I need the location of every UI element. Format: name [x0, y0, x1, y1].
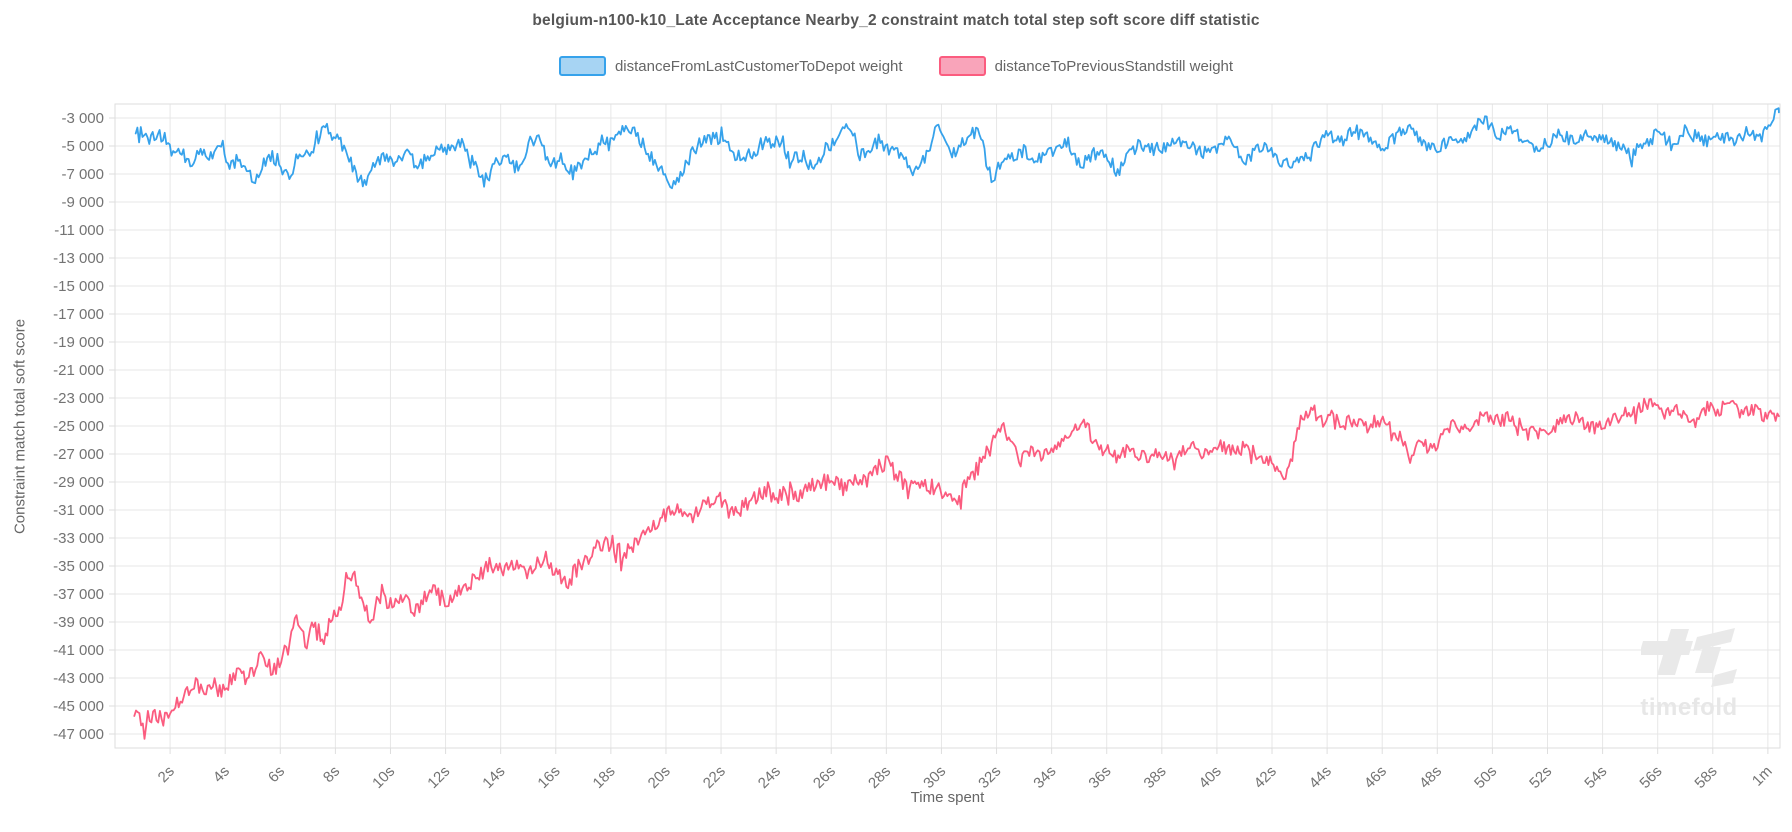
svg-text:-17 000: -17 000 — [53, 306, 104, 323]
legend-label: distanceFromLastCustomerToDepot weight — [614, 57, 903, 75]
svg-text:-35 000: -35 000 — [53, 558, 104, 575]
svg-text:54s: 54s — [1581, 763, 1610, 792]
svg-text:-21 000: -21 000 — [53, 362, 104, 379]
svg-text:12s: 12s — [424, 763, 453, 792]
legend-item-pink[interactable]: distanceToPreviousStandstill weight — [938, 56, 1234, 76]
svg-text:-23 000: -23 000 — [53, 390, 104, 407]
svg-text:-43 000: -43 000 — [53, 670, 104, 687]
svg-text:-29 000: -29 000 — [53, 474, 104, 491]
svg-text:-11 000: -11 000 — [54, 222, 104, 239]
svg-text:40s: 40s — [1196, 763, 1225, 792]
x-axis-title: Time spent — [910, 789, 985, 806]
svg-text:42s: 42s — [1251, 763, 1280, 792]
svg-text:14s: 14s — [479, 763, 508, 792]
svg-text:16s: 16s — [534, 763, 563, 792]
svg-text:56s: 56s — [1636, 763, 1665, 792]
svg-text:2s: 2s — [155, 763, 178, 786]
legend: distanceFromLastCustomerToDepot weight d… — [0, 56, 1792, 76]
svg-text:24s: 24s — [755, 763, 784, 792]
svg-text:38s: 38s — [1141, 763, 1170, 792]
svg-text:36s: 36s — [1085, 763, 1114, 792]
svg-text:-39 000: -39 000 — [53, 614, 104, 631]
svg-text:18s: 18s — [590, 763, 619, 792]
svg-text:32s: 32s — [975, 763, 1004, 792]
svg-text:-31 000: -31 000 — [53, 502, 104, 519]
svg-text:-47 000: -47 000 — [53, 726, 104, 743]
svg-text:52s: 52s — [1526, 763, 1555, 792]
svg-text:-37 000: -37 000 — [53, 586, 104, 603]
svg-text:-25 000: -25 000 — [53, 418, 104, 435]
svg-text:8s: 8s — [320, 763, 343, 786]
svg-text:28s: 28s — [865, 763, 894, 792]
svg-text:34s: 34s — [1030, 763, 1059, 792]
svg-text:-33 000: -33 000 — [53, 530, 104, 547]
svg-text:26s: 26s — [810, 763, 839, 792]
svg-text:-45 000: -45 000 — [53, 698, 104, 715]
svg-text:1m: 1m — [1749, 763, 1776, 790]
legend-label: distanceToPreviousStandstill weight — [994, 57, 1234, 75]
svg-text:22s: 22s — [700, 763, 729, 792]
svg-text:48s: 48s — [1416, 763, 1445, 792]
svg-text:-27 000: -27 000 — [53, 446, 104, 463]
svg-text:-41 000: -41 000 — [53, 642, 104, 659]
svg-text:6s: 6s — [265, 763, 288, 786]
legend-swatch-blue-icon — [558, 56, 606, 76]
svg-text:-9 000: -9 000 — [61, 194, 104, 211]
svg-text:30s: 30s — [920, 763, 949, 792]
svg-text:-15 000: -15 000 — [53, 278, 104, 295]
svg-text:-3 000: -3 000 — [61, 110, 104, 127]
svg-text:-19 000: -19 000 — [53, 334, 104, 351]
svg-text:-5 000: -5 000 — [61, 138, 104, 155]
svg-text:4s: 4s — [210, 763, 233, 786]
svg-text:58s: 58s — [1691, 763, 1720, 792]
svg-text:50s: 50s — [1471, 763, 1500, 792]
svg-text:46s: 46s — [1361, 763, 1390, 792]
svg-text:-13 000: -13 000 — [53, 250, 104, 267]
chart-title: belgium-n100-k10_Late Acceptance Nearby_… — [532, 12, 1260, 29]
legend-swatch-pink-icon — [938, 56, 986, 76]
svg-text:20s: 20s — [645, 763, 674, 792]
svg-text:-7 000: -7 000 — [61, 166, 104, 183]
svg-text:44s: 44s — [1306, 763, 1335, 792]
svg-text:10s: 10s — [369, 763, 398, 792]
legend-item-blue[interactable]: distanceFromLastCustomerToDepot weight — [558, 56, 903, 76]
